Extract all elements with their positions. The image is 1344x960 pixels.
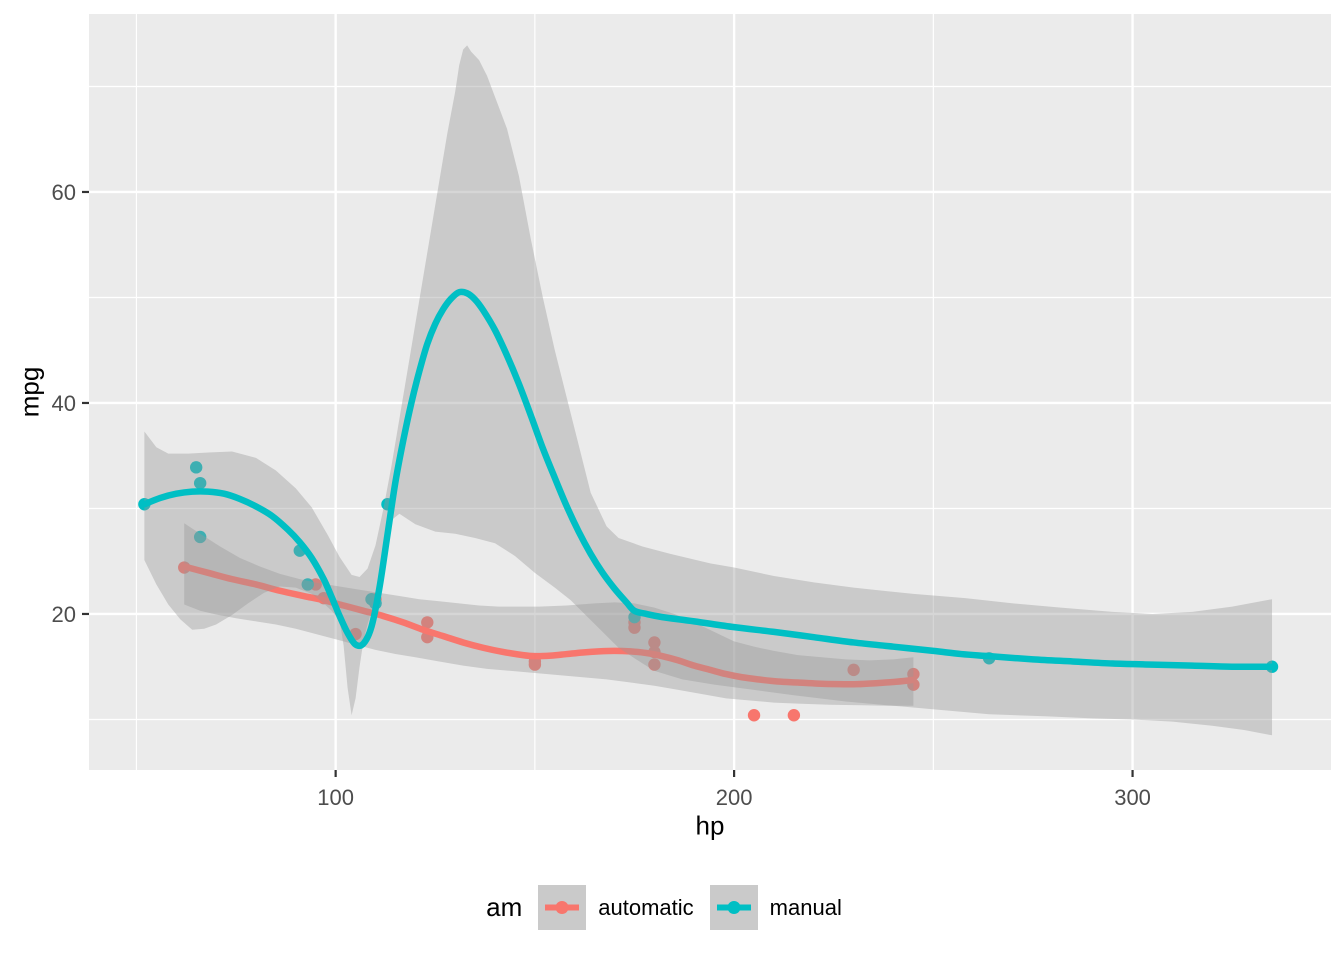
confidence-ribbon-automatic xyxy=(184,523,914,706)
legend-item-automatic: automatic xyxy=(538,885,694,930)
legend-item-manual: manual xyxy=(709,885,842,930)
x-tick-label: 200 xyxy=(716,785,753,810)
x-tick-label: 300 xyxy=(1114,785,1151,810)
data-point-automatic xyxy=(847,663,860,677)
x-tick-label: 100 xyxy=(317,785,354,810)
data-point-manual xyxy=(189,461,203,474)
legend-title: am xyxy=(486,892,523,922)
plot-panel xyxy=(89,14,1331,770)
y-tick-label: 20 xyxy=(52,602,76,627)
legend-label-automatic: automatic xyxy=(598,894,694,920)
x-axis-title: hp xyxy=(695,810,725,841)
y-axis-title: mpg xyxy=(14,366,45,418)
data-point-manual xyxy=(193,530,207,544)
data-point-automatic xyxy=(648,636,661,649)
data-point-manual xyxy=(301,578,314,591)
data-point-automatic xyxy=(787,709,801,722)
y-tick-label: 40 xyxy=(52,391,76,416)
data-point-manual xyxy=(193,476,207,490)
data-point-automatic xyxy=(528,658,542,671)
legend: am automatic manual xyxy=(0,884,1344,931)
data-point-automatic xyxy=(421,616,434,629)
data-point-automatic xyxy=(648,658,661,671)
y-tick-label: 60 xyxy=(52,180,76,205)
smooth-line-manual xyxy=(141,288,1276,671)
data-point-automatic xyxy=(747,709,761,722)
legend-label-manual: manual xyxy=(769,894,842,920)
legend-key-manual-icon xyxy=(709,885,758,930)
legend-key-automatic-icon xyxy=(538,885,587,930)
